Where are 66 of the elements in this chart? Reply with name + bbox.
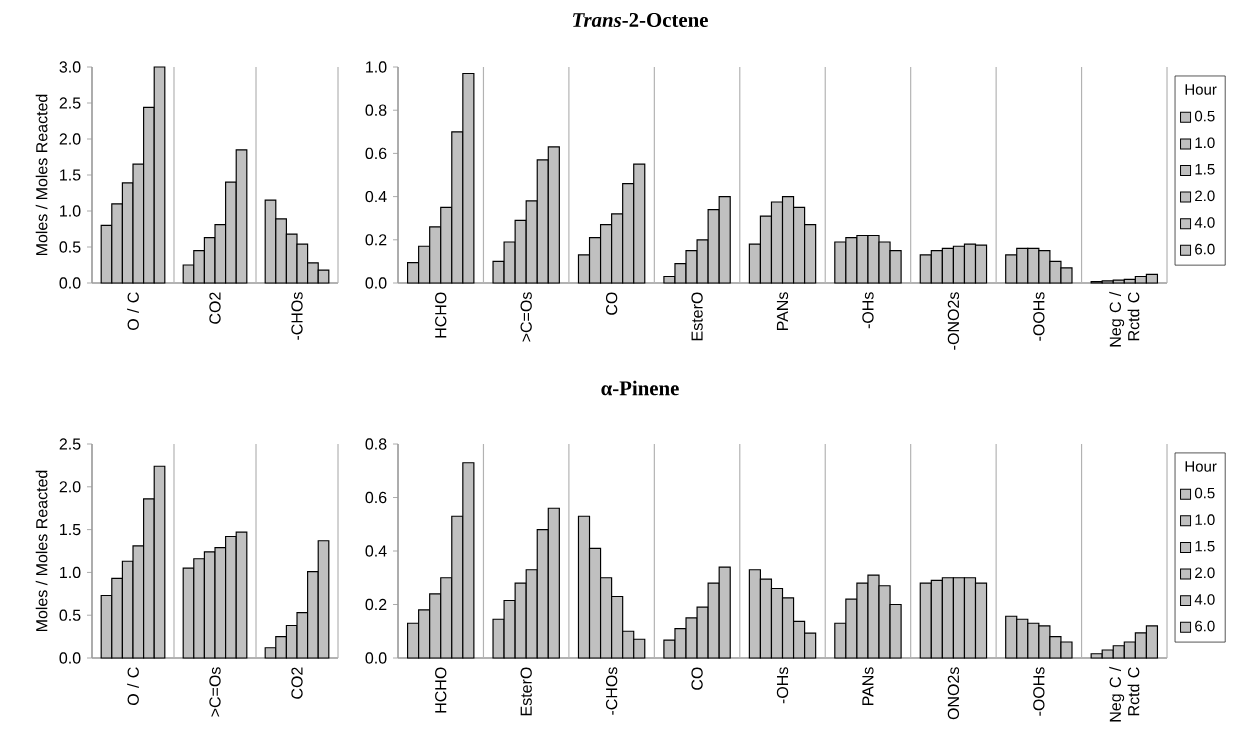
legend-title: Hour <box>1185 84 1217 95</box>
y-tick-label: 0.6 <box>365 491 387 504</box>
y-tick-label: 0.0 <box>59 652 81 664</box>
x-tick-label: >C=Os <box>209 667 221 717</box>
y-tick-label: 0.0 <box>59 277 81 289</box>
chart-title: α-Pinene <box>601 380 679 396</box>
y-tick-label: 1.0 <box>60 566 81 579</box>
legend-label: 4.0 <box>1194 594 1215 605</box>
x-tick-label: O / C <box>127 292 139 331</box>
x-tick-label: -OHs <box>862 292 874 329</box>
y-tick-label: 0.0 <box>365 277 387 289</box>
y-tick-label: 0.4 <box>365 545 387 557</box>
y-axis-title: Moles / Moles Reacted <box>35 470 48 632</box>
legend-label: 1.5 <box>1195 541 1215 552</box>
legend-label: 6.0 <box>1195 620 1215 632</box>
y-axis-title: Moles / Moles Reacted <box>35 94 48 256</box>
x-tick-label: -OHs <box>776 667 789 704</box>
legend-label: 2.0 <box>1195 567 1215 579</box>
x-tick-label: CO2 <box>209 292 221 324</box>
y-tick-label: 0.5 <box>59 609 81 621</box>
x-tick-label: PANs <box>776 292 789 331</box>
x-tick-label: -OOHs <box>1033 667 1045 716</box>
y-tick-label: 3.0 <box>59 61 81 73</box>
x-tick-label: HCHO <box>435 292 447 338</box>
x-tick-label: HCHO <box>435 667 447 713</box>
x-tick-label: -OOHs <box>1033 292 1045 341</box>
y-tick-label: 0.2 <box>365 234 387 246</box>
y-tick-label: 2.0 <box>59 133 81 145</box>
x-tick-label: CO2 <box>291 667 303 699</box>
y-tick-label: 0.8 <box>365 104 387 116</box>
x-tick-label: CO <box>605 292 618 315</box>
y-tick-label: 2.5 <box>59 97 81 109</box>
y-tick-label: 1.5 <box>60 169 81 181</box>
y-tick-label: 0.2 <box>365 598 387 611</box>
x-tick-label: EsterO <box>691 292 703 341</box>
legend-label: 0.5 <box>1194 110 1215 122</box>
legend-label: 1.5 <box>1195 164 1215 175</box>
legend-title: Hour <box>1185 461 1217 472</box>
y-tick-label: 0.0 <box>365 652 387 664</box>
y-tick-label: 1.5 <box>60 524 81 536</box>
legend-label: 1.0 <box>1195 514 1215 525</box>
legend-label: 1.0 <box>1195 137 1215 149</box>
y-tick-label: 2.5 <box>59 438 81 450</box>
y-tick-label: 0.5 <box>59 241 81 253</box>
x-tick-label: O / C <box>127 667 139 706</box>
y-tick-label: 0.6 <box>365 147 387 160</box>
legend-label: 6.0 <box>1195 243 1215 255</box>
x-tick-label: ONO2s <box>947 667 960 720</box>
y-tick-label: 0.8 <box>365 438 387 450</box>
chart-title: Trans-2-Octene <box>573 12 708 27</box>
x-tick-label: CO <box>691 667 703 690</box>
y-tick-label: 2.0 <box>59 481 81 493</box>
x-tick-label: Neg C / Rctd C <box>1109 291 1140 347</box>
x-tick-label: EsterO <box>520 667 532 716</box>
x-tick-label: -CHOs <box>605 667 618 715</box>
y-tick-label: 1.0 <box>60 205 81 217</box>
legend-label: 0.5 <box>1194 487 1215 499</box>
x-tick-label: PANs <box>862 667 874 706</box>
y-tick-label: 0.4 <box>365 190 387 203</box>
x-tick-label: Neg C / Rctd C <box>1109 666 1140 722</box>
x-tick-label: >C=Os <box>520 292 532 342</box>
x-tick-label: -ONO2s <box>947 292 960 350</box>
y-tick-label: 1.0 <box>366 61 387 73</box>
x-tick-label: -CHOs <box>291 292 303 340</box>
legend-label: 2.0 <box>1195 190 1215 202</box>
legend-label: 4.0 <box>1194 217 1215 228</box>
